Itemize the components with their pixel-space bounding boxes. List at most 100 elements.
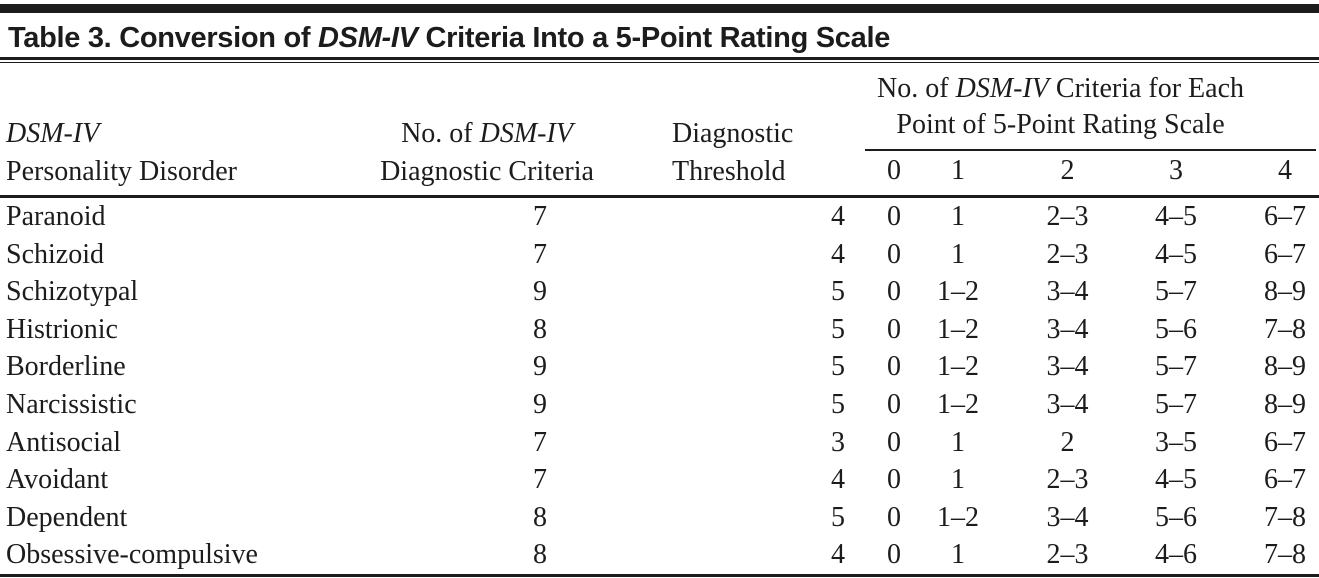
cell-criteria: 9: [533, 388, 547, 420]
table-row: Paranoid 7 4 0 1 2–3 4–5 6–7: [0, 197, 1319, 236]
cell-rating-1: 1–2: [937, 276, 979, 308]
cell-disorder: Schizoid: [6, 238, 104, 270]
cell-rating-3: 4–6: [1122, 536, 1230, 577]
top-rule-bar: [0, 4, 1319, 13]
column-header-threshold: Diagnostic Threshold: [665, 63, 864, 198]
cell-rating-4: 6–7: [1264, 238, 1307, 270]
cell-disorder: Dependent: [6, 501, 128, 533]
cell-threshold: 5: [831, 388, 845, 420]
cell-rating-1: 1: [951, 426, 965, 458]
cell-rating-4: 6–7: [1264, 201, 1307, 232]
column-header-rating-4: 4: [1230, 151, 1319, 198]
column-header-disorder: DSM-IV Personality Disorder: [0, 63, 360, 198]
dsm-conversion-table: DSM-IV Personality Disorder No. of DSM-I…: [0, 63, 1319, 577]
title-divider-thin-rule: [0, 62, 1319, 63]
cell-rating-4: 7–8: [1264, 313, 1307, 345]
cell-criteria: 7: [533, 201, 547, 232]
cell-rating-0: 0: [887, 501, 901, 533]
rating-scale-group-line2: Point of 5-Point Rating Scale: [896, 109, 1225, 140]
cell-rating-4: 6–7: [1264, 426, 1307, 458]
cell-rating-2: 2–3: [1013, 536, 1122, 577]
table-row: Histrionic 8 5 0 1–2 3–4 5–6 7–8: [0, 311, 1319, 349]
cell-criteria: 9: [533, 351, 547, 383]
rating-scale-group-rule: [865, 149, 1317, 151]
table-row: Schizoid 7 4 0 1 2–3 4–5 6–7: [0, 236, 1319, 274]
cell-rating-4: 7–8: [1264, 501, 1307, 533]
cell-rating-0: 0: [887, 351, 901, 383]
cell-rating-3: 5–6: [1155, 313, 1197, 345]
cell-rating-2: 3–4: [1046, 351, 1089, 383]
cell-rating-1: 1–2: [937, 501, 979, 533]
column-header-threshold-line2: Threshold: [672, 156, 786, 187]
cell-rating-4: 8–9: [1264, 276, 1307, 308]
column-header-rating-2: 2: [1013, 151, 1122, 198]
cell-disorder: Narcissistic: [6, 388, 137, 420]
cell-rating-0: 0: [864, 536, 924, 577]
cell-rating-0: 0: [887, 426, 901, 458]
cell-rating-3: 4–5: [1155, 464, 1197, 496]
cell-rating-2: 3–4: [1046, 276, 1089, 308]
column-header-rating-0: 0: [864, 151, 924, 198]
cell-rating-4: 6–7: [1264, 464, 1307, 496]
column-header-rating-3: 3: [1122, 151, 1230, 198]
cell-rating-2: 2–3: [1046, 201, 1089, 232]
cell-rating-0: 0: [887, 388, 901, 420]
cell-rating-3: 4–5: [1155, 238, 1197, 270]
cell-rating-2: 2–3: [1046, 238, 1089, 270]
cell-threshold: 5: [831, 351, 845, 383]
table-row: Borderline 9 5 0 1–2 3–4 5–7 8–9: [0, 348, 1319, 386]
column-header-criteria-line2: Diagnostic Criteria: [380, 156, 594, 187]
header-row-group: DSM-IV Personality Disorder No. of DSM-I…: [0, 63, 1319, 198]
cell-rating-2: 2: [1060, 426, 1075, 458]
column-header-criteria-line1: No. of DSM-IV: [401, 118, 573, 149]
cell-criteria: 7: [533, 464, 547, 496]
column-header-criteria: No. of DSM-IV Diagnostic Criteria: [360, 63, 665, 198]
table-row: Avoidant 7 4 0 1 2–3 4–5 6–7: [0, 461, 1319, 499]
title-divider: [0, 57, 1319, 63]
cell-threshold: 5: [831, 313, 845, 345]
table-row: Narcissistic 9 5 0 1–2 3–4 5–7 8–9: [0, 386, 1319, 424]
header-row-points: 0 1 2 3 4: [0, 151, 1319, 198]
cell-disorder: Avoidant: [6, 464, 109, 496]
table-row: Obsessive-compulsive 8 4 0 1 2–3 4–6 7–8: [0, 536, 1319, 577]
cell-rating-1: 1–2: [937, 351, 979, 383]
cell-criteria: 8: [360, 536, 665, 577]
cell-rating-4: 7–8: [1230, 536, 1319, 577]
cell-disorder: Paranoid: [6, 201, 106, 232]
table-body: Paranoid 7 4 0 1 2–3 4–5 6–7 Schizoid 7 4 0 1 2–3 4–5 6…: [0, 197, 1319, 577]
cell-rating-1: 1: [951, 238, 965, 270]
cell-rating-2: 3–4: [1046, 313, 1089, 345]
table-row: Schizotypal 9 5 0 1–2 3–4 5–7 8–9: [0, 273, 1319, 311]
cell-disorder: Histrionic: [6, 313, 118, 345]
cell-rating-0: 0: [887, 201, 901, 232]
cell-rating-1: 1–2: [937, 313, 979, 345]
cell-rating-3: 5–6: [1155, 501, 1197, 533]
cell-rating-4: 8–9: [1264, 388, 1307, 420]
table-title: Table 3. Conversion of DSM-IV Criteria I…: [8, 22, 891, 54]
cell-rating-0: 0: [887, 276, 901, 308]
cell-rating-4: 8–9: [1264, 351, 1307, 383]
cell-rating-3: 5–7: [1155, 388, 1197, 420]
column-header-rating-scale-group: No. of DSM-IV Criteria for Each Point of…: [864, 63, 1319, 151]
cell-rating-3: 5–7: [1155, 351, 1197, 383]
cell-threshold: 3: [831, 426, 845, 458]
table-header: DSM-IV Personality Disorder No. of DSM-I…: [0, 63, 1319, 198]
cell-rating-0: 0: [887, 238, 901, 270]
cell-rating-1: 1: [951, 464, 965, 496]
cell-rating-0: 0: [887, 313, 901, 345]
column-header-rating-1: 1: [924, 151, 1013, 198]
cell-threshold: 4: [831, 464, 845, 496]
cell-rating-0: 0: [887, 464, 901, 496]
cell-disorder: Schizotypal: [6, 276, 139, 308]
cell-rating-1: 1–2: [937, 388, 979, 420]
cell-threshold: 4: [831, 238, 845, 270]
cell-rating-1: 1: [924, 536, 1013, 577]
column-header-threshold-line1: Diagnostic: [672, 118, 794, 149]
cell-rating-1: 1: [951, 201, 965, 232]
cell-criteria: 8: [533, 313, 547, 345]
table-row: Antisocial 7 3 0 1 2 3–5 6–7: [0, 424, 1319, 462]
table-row: Dependent 8 5 0 1–2 3–4 5–6 7–8: [0, 499, 1319, 537]
cell-disorder: Antisocial: [6, 426, 122, 458]
cell-rating-2: 3–4: [1046, 501, 1089, 533]
